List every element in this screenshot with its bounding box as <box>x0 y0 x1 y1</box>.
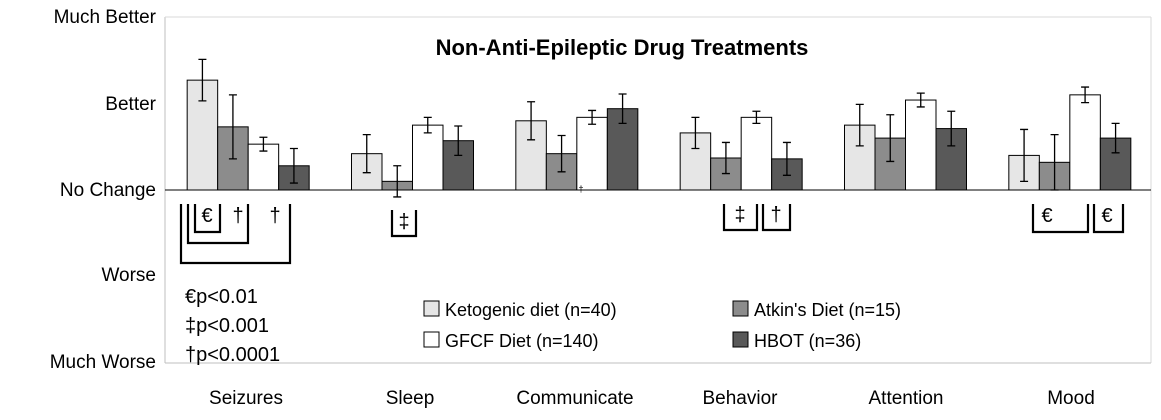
footnote: €p<0.01 <box>185 286 258 308</box>
sig-bracket <box>186 204 250 245</box>
legend: Ketogenic diet (n=40) GFCF Diet (n=140) … <box>423 300 901 351</box>
error-bar <box>916 92 925 108</box>
legend-swatch <box>423 300 440 317</box>
sig-bracket <box>1031 204 1090 234</box>
sig-symbol: † <box>269 205 280 227</box>
sig-symbol: † <box>770 204 781 226</box>
error-bar <box>454 125 463 157</box>
sig-symbol: † <box>578 184 583 194</box>
y-tick-label: Worse <box>101 265 156 286</box>
sig-bracket <box>390 210 418 238</box>
sig-symbol: † <box>232 205 243 227</box>
bar-group <box>165 58 1151 198</box>
y-tick-label: Better <box>105 94 156 115</box>
error-bar <box>855 103 864 147</box>
significance-brackets <box>179 204 1125 265</box>
sig-symbol: ‡ <box>734 204 745 226</box>
x-tick-label: Seizures <box>209 388 283 409</box>
error-bar <box>618 93 627 125</box>
legend-swatch <box>732 300 749 317</box>
legend-label: Atkin's Diet (n=15) <box>754 300 901 320</box>
error-bar <box>691 116 700 150</box>
legend-label: Ketogenic diet (n=40) <box>445 300 617 320</box>
y-tick-label: Much Better <box>54 7 157 28</box>
error-bar <box>557 134 566 173</box>
legend-label: HBOT (n=36) <box>754 331 861 351</box>
error-bar <box>886 114 895 163</box>
sig-bracket <box>1092 204 1125 234</box>
footnote: ‡p<0.001 <box>185 315 269 337</box>
sig-bracket <box>761 204 792 232</box>
sig-symbol: € <box>201 205 212 227</box>
legend-label: GFCF Diet (n=140) <box>445 331 599 351</box>
sig-symbol: € <box>1101 205 1112 227</box>
x-tick-label: Communicate <box>516 388 633 409</box>
chart-title: Non-Anti-Epileptic Drug Treatments <box>436 35 809 60</box>
bar <box>576 116 608 191</box>
error-bar <box>588 109 597 125</box>
error-bar <box>947 110 956 147</box>
legend-swatch <box>423 331 440 348</box>
error-bar <box>393 165 402 198</box>
bar <box>412 124 444 191</box>
x-tick-label: Behavior <box>703 388 779 409</box>
x-tick-label: Mood <box>1047 388 1095 409</box>
sig-bracket <box>179 204 292 265</box>
sig-bracket <box>193 204 222 234</box>
error-bar <box>362 133 371 174</box>
footnote: †p<0.0001 <box>185 344 280 366</box>
error-bar <box>259 136 268 152</box>
sig-symbol: ‡ <box>398 211 409 233</box>
error-bar <box>1111 122 1120 154</box>
x-tick-label: Attention <box>869 388 944 409</box>
error-bar <box>1081 86 1090 104</box>
error-bar <box>423 116 432 134</box>
error-bar <box>228 94 237 160</box>
error-bar <box>527 101 536 141</box>
error-bar <box>782 141 791 176</box>
bar <box>740 116 773 191</box>
error-bar <box>752 110 761 125</box>
y-tick-label: No Change <box>60 180 156 201</box>
error-bar <box>289 147 298 184</box>
bar <box>1069 94 1101 191</box>
error-bar <box>721 141 730 175</box>
error-bar <box>198 58 207 102</box>
sig-symbol: € <box>1041 205 1052 227</box>
legend-swatch <box>732 331 749 348</box>
bar <box>905 99 937 191</box>
error-bar <box>1020 128 1029 182</box>
x-tick-label: Sleep <box>386 388 435 409</box>
sig-bracket <box>722 204 759 232</box>
y-tick-label: Much Worse <box>50 352 156 373</box>
